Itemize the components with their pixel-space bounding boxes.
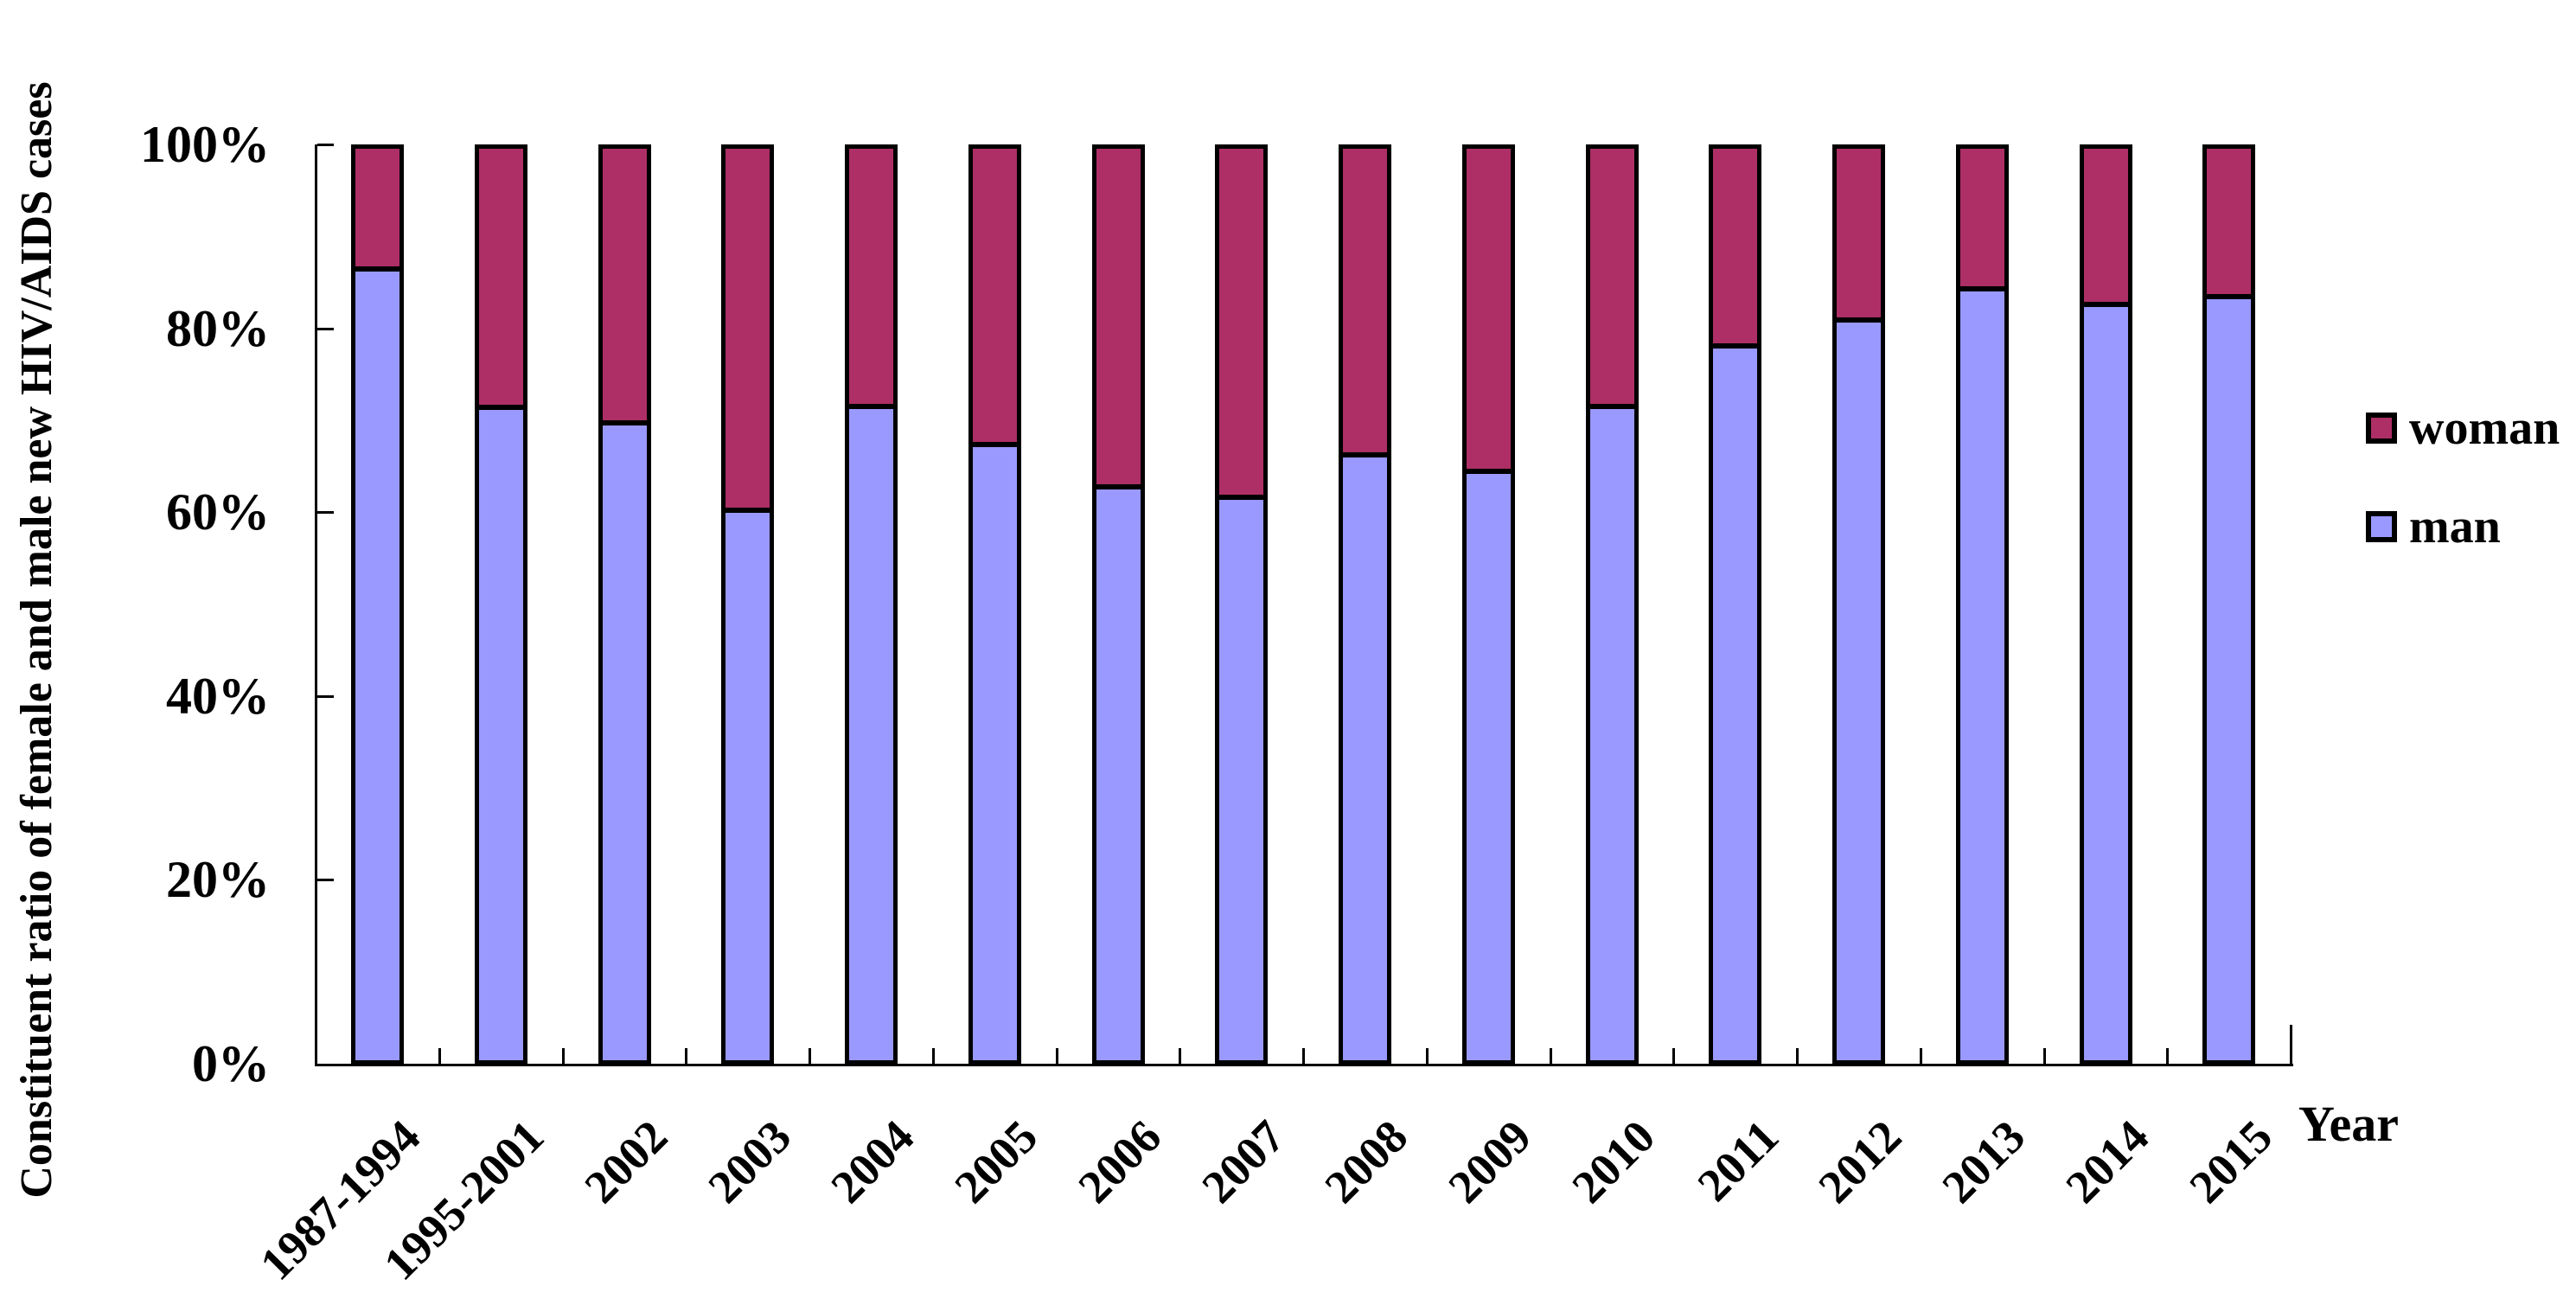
bar-2005 [968,144,1021,1065]
bar-2004 [845,144,898,1065]
legend-swatch-woman-icon [2366,413,2397,444]
x-tick-mark [561,1048,565,1064]
y-tick-label: 60% [166,483,270,541]
x-tick-mark [1055,1048,1058,1064]
x-tick-mark [2042,1048,2046,1064]
legend-swatch-man-icon [2366,511,2397,542]
bar-2012 [1832,144,1885,1065]
bar-segment-woman [1219,149,1264,500]
x-tick-mark [1302,1048,1305,1064]
x-tick-mark [438,1048,441,1064]
bar-segment-woman [1466,149,1511,475]
y-tick-mark [317,511,334,515]
bar-segment-woman [1837,149,1881,323]
bar-1987-1994 [351,144,404,1065]
bar-segment-woman [1096,149,1141,490]
bar-segment-man [1959,291,2004,1060]
y-tick-label: 100% [140,116,270,173]
bar-segment-woman [478,149,523,411]
bar-segment-man [1219,499,1264,1060]
x-tick-mark [1796,1048,1799,1064]
bar-2003 [721,144,775,1065]
bar-segment-woman [1589,149,1634,410]
bar-segment-woman [1713,149,1758,349]
bar-segment-man [1343,457,1387,1060]
legend-item-woman: woman [2366,401,2560,455]
x-axis-title: Year [2298,1096,2399,1152]
bar-2010 [1585,144,1639,1065]
bar-segment-man [1589,409,1634,1060]
x-tick-mark [1179,1048,1182,1064]
x-tick-mark [1425,1048,1429,1064]
bar-2014 [2079,144,2132,1065]
bar-segment-man [972,446,1017,1060]
bar-2009 [1461,144,1515,1065]
bar-segment-man [2207,298,2252,1060]
bar-segment-man [1096,489,1141,1060]
x-axis-line [315,1064,2293,1066]
bar-segment-man [725,512,770,1060]
bar-segment-man [1466,474,1511,1060]
x-tick-mark [2166,1048,2170,1064]
y-tick-label: 80% [166,299,270,357]
x-tick-mark [685,1048,688,1064]
bar-segment-woman [725,149,770,513]
bar-2002 [598,144,651,1065]
x-tick-mark [1549,1048,1552,1064]
y-tick-label: 0% [192,1035,270,1092]
y-axis-line [315,144,317,1066]
bar-segment-man [849,409,893,1060]
bar-2015 [2202,144,2256,1065]
bar-segment-woman [2083,149,2128,308]
x-tick-mark [1919,1048,1922,1064]
x-tick-mark [809,1048,811,1064]
x-tick-mark [931,1048,935,1064]
y-tick-mark [317,144,334,146]
bar-segment-man [602,425,647,1060]
y-tick-mark [317,694,334,698]
bar-segment-woman [1959,149,2004,292]
bar-1995-2001 [474,144,527,1065]
bar-2007 [1215,144,1269,1065]
bar-segment-woman [355,149,400,272]
legend-label-man: man [2409,500,2501,553]
bar-segment-woman [1343,149,1387,458]
bar-2011 [1709,144,1762,1065]
bar-2013 [1955,144,2009,1065]
y-tick-label: 20% [166,851,270,909]
bar-segment-woman [849,149,893,410]
bar-segment-man [1837,323,1881,1060]
bar-2008 [1339,144,1391,1065]
bar-segment-man [355,272,400,1060]
bar-segment-man [1713,348,1758,1060]
bar-segment-woman [972,149,1017,447]
x-tick-mark [1672,1048,1676,1064]
bar-segment-woman [2207,149,2252,299]
y-tick-label: 40% [166,667,270,725]
bar-segment-man [478,410,523,1060]
y-tick-mark [317,327,334,330]
legend-item-man: man [2366,500,2501,553]
bar-segment-woman [602,149,647,426]
bar-2006 [1091,144,1145,1065]
x-tick-mark [2290,1025,2292,1064]
bar-segment-man [2083,307,2128,1060]
y-tick-mark [317,879,334,882]
legend-label-woman: woman [2409,401,2560,455]
